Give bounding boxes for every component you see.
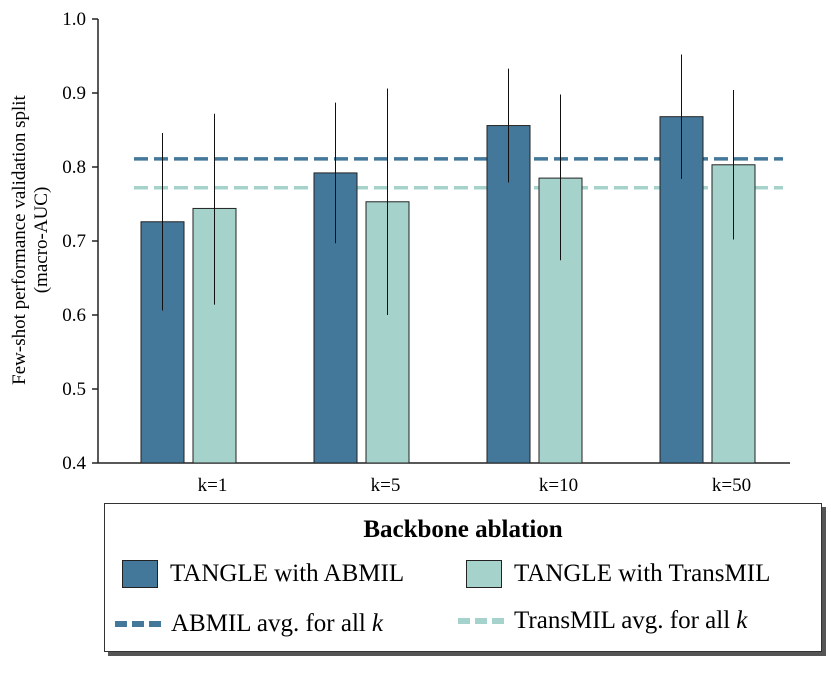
x-tick-label: k=10 — [539, 475, 578, 496]
legend: Backbone ablation TANGLE with ABMIL TANG… — [104, 503, 822, 652]
legend-item-transmil-avg: TransMIL avg. for all k — [458, 607, 747, 635]
x-tick-label: k=1 — [198, 475, 228, 496]
legend-label-abmil: TANGLE with ABMIL — [170, 560, 405, 587]
y-axis: 0.4 0.5 0.6 0.7 0.8 0.9 1.0 — [62, 9, 99, 474]
y-axis-title-line1: Few-shot performance validation split — [9, 94, 30, 384]
legend-item-transmil: TANGLE with TransMIL — [466, 560, 770, 588]
bar-chart: Few-shot performance validation split (ma… — [9, 9, 790, 496]
y-tick-label: 0.6 — [62, 305, 86, 326]
transmil-swatch — [466, 560, 502, 588]
y-axis-title-line2: (macro-AUC) — [31, 187, 52, 294]
transmil-avg-dash — [458, 618, 504, 624]
y-tick-label: 0.8 — [62, 157, 86, 178]
y-axis-title: Few-shot performance validation split (ma… — [9, 94, 52, 384]
y-tick-label: 1.0 — [62, 9, 86, 30]
error-bars — [162, 54, 734, 315]
x-axis: k=1 k=5 k=10 k=50 — [98, 462, 790, 496]
legend-k-transmil: k — [736, 607, 748, 634]
x-tick-label: k=50 — [712, 475, 751, 496]
legend-item-abmil: TANGLE with ABMIL — [122, 560, 404, 588]
y-tick-label: 0.5 — [62, 379, 86, 400]
y-tick-label: 0.7 — [62, 231, 86, 252]
legend-label-abmil-avg: ABMIL avg. for all — [171, 610, 366, 637]
legend-item-abmil-avg: ABMIL avg. for all k — [115, 610, 383, 638]
x-tick-label: k=5 — [371, 475, 401, 496]
legend-label-transmil-avg: TransMIL avg. for all — [514, 607, 731, 634]
legend-k-abmil: k — [371, 610, 383, 637]
abmil-avg-dash — [115, 621, 161, 627]
legend-label-transmil: TANGLE with TransMIL — [514, 560, 771, 587]
bars — [140, 116, 756, 464]
y-tick-label: 0.4 — [62, 453, 86, 474]
legend-title: Backbone ablation — [363, 516, 563, 543]
y-tick-label: 0.9 — [62, 83, 86, 104]
abmil-swatch — [122, 560, 158, 588]
